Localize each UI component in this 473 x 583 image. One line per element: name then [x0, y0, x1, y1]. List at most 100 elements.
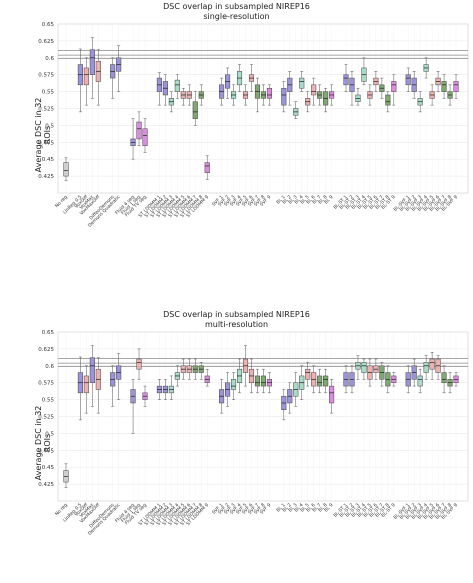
- box-body: [343, 74, 349, 86]
- box-plot: [266, 372, 272, 394]
- box-plot: [323, 368, 329, 394]
- box-body: [281, 87, 287, 106]
- box-plot: [204, 368, 210, 387]
- y-tick-label: 0.5: [45, 123, 54, 129]
- box-body: [423, 362, 429, 373]
- box-plot: [447, 84, 453, 106]
- box-plot: [192, 358, 198, 380]
- box-body: [266, 87, 272, 99]
- y-tick-label: 0.55: [42, 90, 55, 96]
- box-plot: [142, 385, 148, 407]
- chart-single-resolution: DSC overlap in subsampled NIREP16 single…: [0, 0, 473, 275]
- box-body: [417, 375, 423, 387]
- box-plot: [311, 365, 317, 394]
- box-plot: [343, 64, 349, 92]
- box-plot: [242, 84, 249, 106]
- box-body: [391, 81, 397, 92]
- y-tick-label: 0.65: [42, 22, 55, 28]
- box-plot: [236, 64, 243, 92]
- x-tick-label: BL 2: [281, 502, 292, 513]
- box-plot: [89, 345, 95, 407]
- x-tick-label: BL 9: [323, 502, 334, 513]
- x-tick-label: BL 6: [305, 502, 316, 513]
- box-body: [254, 375, 261, 387]
- box-plot: [429, 352, 435, 380]
- box-plot: [417, 91, 423, 113]
- box-plot: [349, 365, 355, 394]
- box-plot: [391, 74, 397, 106]
- box-body: [317, 375, 323, 387]
- box-plot: [142, 118, 148, 153]
- plot-area: 0.425 0.45 0.475 0.5 0.525 0.55 0.575 0.6 0.625 0…: [38, 330, 469, 537]
- box-body: [231, 379, 237, 390]
- x-tick-label: BL 8: [317, 502, 328, 513]
- box-plot: [379, 77, 385, 99]
- box-plot: [423, 57, 429, 79]
- y-tick-label: 0.625: [38, 347, 54, 353]
- x-tick-label: BL 4: [293, 194, 304, 205]
- box-plot: [355, 87, 361, 106]
- chart-multi-resolution: DSC overlap in subsampled NIREP16 multi-…: [0, 308, 473, 583]
- box-plot: [373, 71, 379, 92]
- box-plot: [168, 91, 174, 113]
- box-body: [63, 162, 69, 177]
- box-plot: [130, 379, 136, 434]
- x-tick-label: BL 1: [275, 194, 286, 205]
- x-tick-label: BL 6: [305, 194, 316, 205]
- box-plot: [287, 71, 293, 106]
- box-plot: [186, 358, 192, 380]
- plot-area: 0.425 0.45 0.475 0.5 0.525 0.55 0.575 0.6 0.625 0…: [38, 22, 469, 229]
- box-plot: [63, 157, 69, 182]
- box-plot: [174, 74, 180, 99]
- box-body: [260, 375, 266, 387]
- box-body: [385, 94, 391, 106]
- box-body: [174, 79, 180, 92]
- box-plot: [317, 368, 323, 394]
- box-plot: [329, 379, 335, 414]
- y-tick-label: 0.525: [38, 107, 54, 113]
- box-body: [311, 84, 317, 96]
- box-plot: [198, 84, 204, 106]
- box-plot: [77, 48, 83, 113]
- box-plot: [63, 463, 69, 488]
- x-tick-label: BL 4: [293, 502, 304, 513]
- box-plot: [435, 71, 441, 92]
- y-tick-label: 0.575: [38, 381, 54, 387]
- y-tick-label: 0.45: [42, 157, 55, 163]
- x-tick-label: BL 1: [275, 502, 286, 513]
- box-plot: [293, 372, 299, 407]
- box-plot: [174, 365, 180, 387]
- box-body: [192, 101, 198, 119]
- box-plot: [242, 345, 249, 387]
- y-tick-label: 0.625: [38, 39, 54, 45]
- box-plot: [231, 84, 237, 106]
- box-plot: [435, 355, 441, 380]
- box-plot: [367, 84, 373, 106]
- box-plot: [180, 87, 186, 106]
- box-plot: [186, 84, 192, 106]
- box-plot: [317, 84, 323, 106]
- box-plot: [349, 71, 355, 106]
- box-body: [361, 362, 367, 373]
- y-tick-label: 0.55: [42, 398, 55, 404]
- box-plot: [231, 372, 237, 400]
- y-tick-label: 0.5: [45, 431, 54, 437]
- y-tick-label: 0.65: [42, 330, 55, 336]
- x-tick-label: BL 3: [287, 502, 298, 513]
- box-body: [305, 368, 311, 380]
- box-body: [329, 385, 335, 404]
- box-plot: [329, 84, 335, 106]
- box-body: [204, 162, 210, 173]
- box-plot: [417, 368, 423, 394]
- y-tick-label: 0.425: [38, 482, 54, 488]
- box-plot: [266, 84, 272, 106]
- box-plot: [168, 375, 174, 400]
- box-plot: [204, 155, 210, 180]
- y-tick-label: 0.45: [42, 465, 55, 471]
- box-body: [429, 358, 435, 370]
- box-body: [323, 375, 329, 387]
- box-body: [441, 372, 447, 383]
- box-plot: [260, 84, 266, 106]
- box-plot: [305, 91, 311, 113]
- box-plot: [219, 379, 225, 414]
